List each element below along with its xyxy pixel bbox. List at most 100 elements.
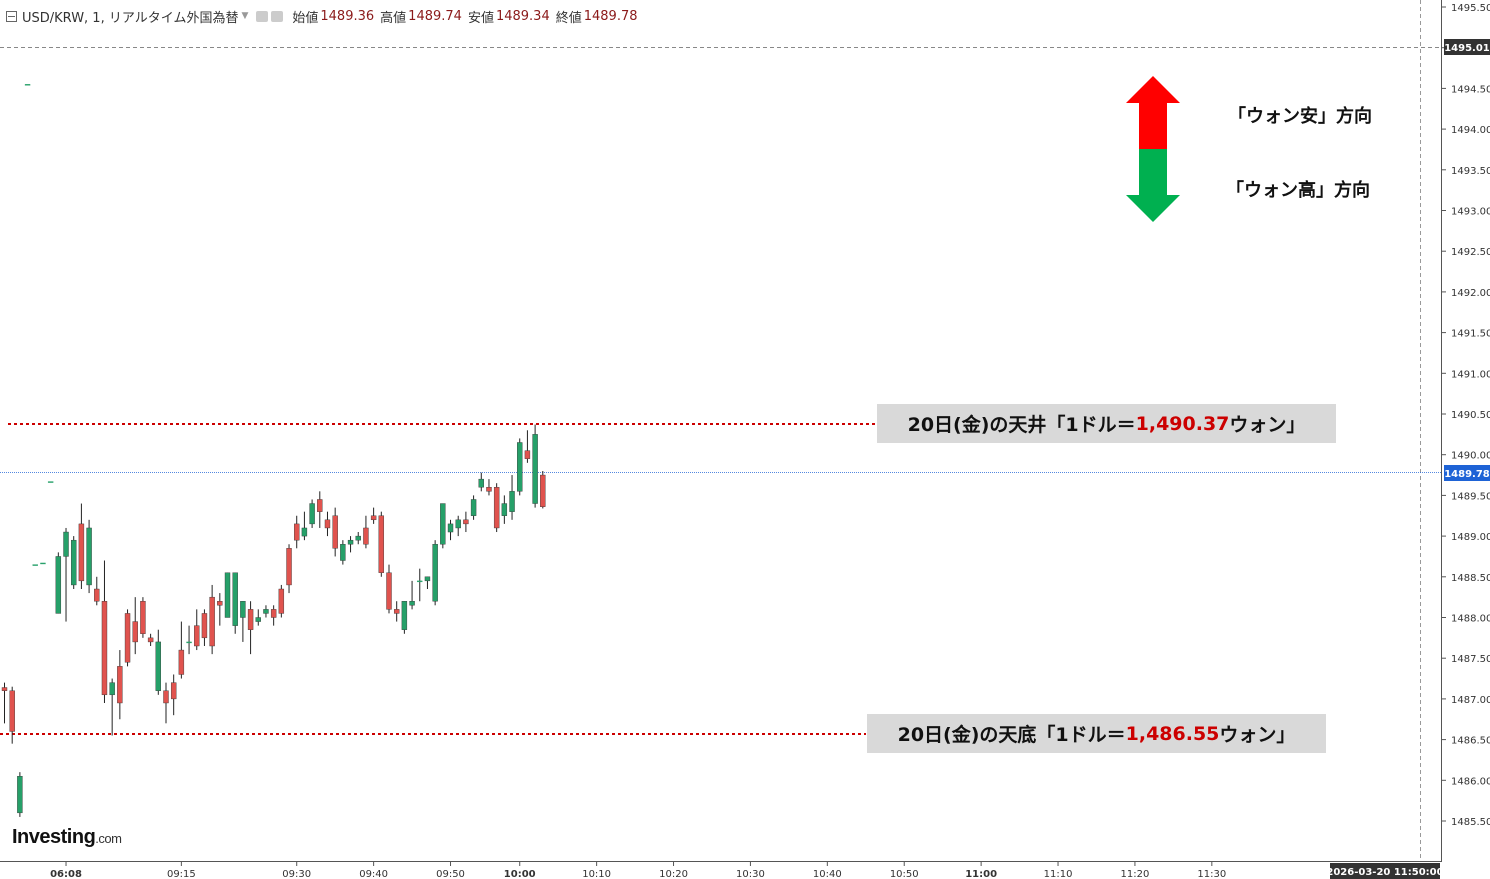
- candle: [378, 511, 385, 577]
- candle-body: [101, 601, 108, 696]
- candle: [117, 650, 123, 720]
- y-tick-label: 1491.50: [1451, 329, 1490, 340]
- candle: [1, 682, 8, 724]
- candle-body: [109, 682, 115, 696]
- price-axis: 1485.50 1486.00 1486.50 1487.00 1487.50 1488.…: [1441, 3, 1490, 828]
- candle-body: [393, 609, 400, 614]
- candle-body: [332, 515, 338, 549]
- candle: [147, 633, 154, 646]
- candle: [209, 584, 215, 655]
- candle: [155, 629, 162, 695]
- candle: [17, 772, 23, 817]
- candle-body: [486, 487, 492, 492]
- candle: [524, 430, 531, 463]
- x-tick-label: 09:40: [359, 869, 388, 879]
- low-value: 1489.34: [495, 8, 550, 24]
- candle-body: [340, 544, 346, 561]
- candle: [493, 483, 500, 533]
- candle: [286, 544, 292, 594]
- candle: [309, 499, 315, 528]
- candle: [178, 621, 185, 679]
- high-label: 高値: [380, 10, 407, 26]
- y-tick-label: 1494.00: [1451, 125, 1490, 136]
- low-label: 安値: [467, 10, 494, 26]
- candle-body: [417, 580, 423, 583]
- candle: [393, 601, 400, 622]
- chart-header: USD/KRW, 1, リアルタイム外国為替 ▼ 始値 1489.36 高値 148…: [6, 6, 638, 26]
- candle: [186, 625, 192, 655]
- candle: [355, 532, 361, 545]
- candle-body: [247, 609, 254, 630]
- candle-body: [470, 499, 477, 516]
- logo-text: Investing: [12, 826, 96, 848]
- candle: [501, 495, 508, 524]
- candle: [340, 540, 346, 565]
- candle: [194, 609, 200, 651]
- candle-body: [163, 690, 169, 704]
- candle-body: [47, 481, 54, 483]
- y-tick-label: 1492.00: [1451, 288, 1490, 299]
- candle: [401, 601, 408, 634]
- candle-body: [355, 535, 361, 541]
- candle-body: [255, 617, 261, 622]
- candle-body: [94, 588, 100, 602]
- candle: [240, 601, 246, 642]
- candle: [255, 609, 261, 626]
- candle: [86, 519, 92, 594]
- candle-body: [440, 503, 446, 545]
- candle-body: [409, 601, 415, 606]
- candle: [470, 495, 477, 520]
- candle-body: [217, 601, 223, 606]
- candle-body: [117, 666, 123, 704]
- candle: [332, 507, 338, 557]
- candle-body: [401, 601, 408, 630]
- candle-body: [363, 527, 369, 545]
- crosshair-price-tag: 1495.01: [1444, 39, 1490, 55]
- y-tick-label: 1486.00: [1451, 776, 1490, 787]
- candle-body: [501, 503, 508, 516]
- x-tick-label: 11:10: [1044, 869, 1073, 879]
- candle-body: [294, 523, 300, 541]
- candle: [509, 475, 515, 520]
- symbol-label: USD/KRW, 1, リアルタイム外国為替: [22, 10, 239, 26]
- candle: [224, 572, 231, 618]
- open-value: 1489.36: [320, 8, 375, 24]
- candle: [232, 572, 238, 634]
- ceiling-prefix: 20日(金)の天井「1ドル＝: [907, 414, 1136, 436]
- y-tick-label: 1493.00: [1451, 207, 1490, 218]
- candle-body: [170, 682, 177, 700]
- candle: [478, 472, 484, 492]
- candle-body: [432, 544, 438, 602]
- candle-body: [155, 641, 162, 691]
- y-tick-label: 1487.50: [1451, 654, 1490, 665]
- candle: [170, 674, 177, 716]
- candle: [463, 511, 469, 533]
- settings-icon[interactable]: [271, 10, 284, 22]
- candle: [140, 597, 146, 638]
- candle-body: [9, 690, 15, 732]
- visibility-icon[interactable]: [256, 10, 269, 22]
- collapse-icon[interactable]: [6, 10, 17, 22]
- candle: [294, 515, 300, 549]
- last-price-tag: 1489.78: [1444, 465, 1490, 481]
- candle: [540, 470, 546, 509]
- y-tick-label: 1489.50: [1451, 491, 1490, 502]
- candle: [124, 609, 131, 667]
- candle-body: [124, 613, 131, 663]
- chevron-down-icon[interactable]: ▼: [241, 11, 249, 21]
- candle-body: [524, 450, 531, 459]
- candle-body: [209, 596, 215, 647]
- candle-body: [232, 572, 238, 626]
- candle-body: [386, 572, 392, 610]
- x-tick-label: 11:00: [965, 869, 997, 879]
- y-tick-label: 1489.00: [1451, 532, 1490, 543]
- x-tick-label: 10:40: [813, 869, 842, 879]
- y-tick-label: 1488.00: [1451, 614, 1490, 625]
- candle: [386, 564, 392, 614]
- x-tick-label: 06:08: [50, 869, 82, 879]
- candle-body: [370, 515, 377, 521]
- candle-body: [509, 491, 515, 512]
- candle-body: [324, 519, 331, 529]
- candle: [94, 576, 100, 606]
- candle-body: [186, 641, 192, 644]
